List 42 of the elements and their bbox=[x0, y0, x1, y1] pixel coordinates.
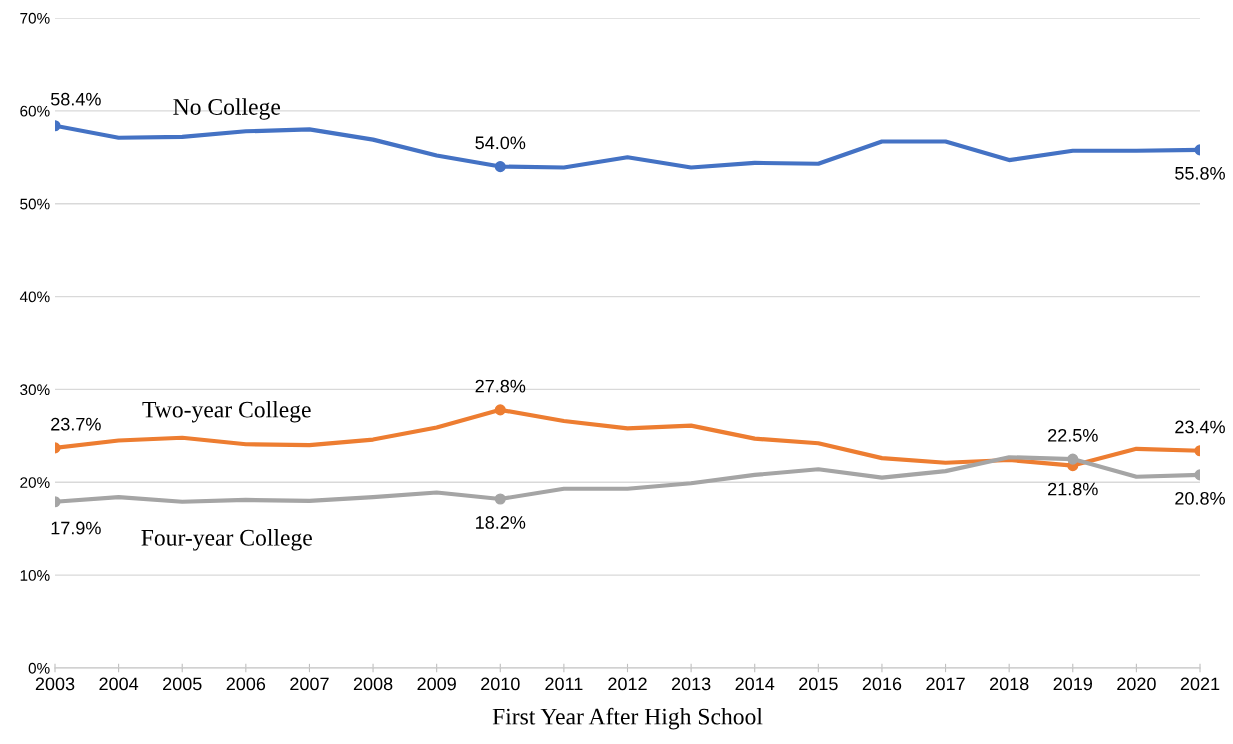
x-tick-label: 2007 bbox=[290, 677, 329, 691]
x-tick-label: 2014 bbox=[735, 677, 775, 691]
annotation: 22.5% bbox=[1048, 428, 1098, 442]
series-label: No College bbox=[173, 98, 281, 120]
series-label: Four-year College bbox=[141, 529, 312, 551]
x-tick-label: 2009 bbox=[417, 677, 456, 691]
x-tick-label: 2021 bbox=[1180, 677, 1220, 691]
annotation: 20.8% bbox=[1175, 491, 1225, 505]
x-tick-label: 2003 bbox=[35, 677, 75, 691]
x-tick-label: 2008 bbox=[353, 677, 393, 691]
annotation: 58.4% bbox=[50, 92, 101, 106]
annotation: 23.7% bbox=[51, 417, 101, 431]
x-tick-label: 2006 bbox=[226, 677, 266, 691]
x-tick-label: 2019 bbox=[1053, 677, 1093, 691]
x-tick-label: 2005 bbox=[163, 677, 202, 691]
y-tick-label: 70% bbox=[20, 12, 50, 24]
annotation: 18.2% bbox=[476, 516, 526, 529]
y-tick-label: 60% bbox=[20, 105, 50, 117]
x-tick-label: 2010 bbox=[481, 677, 520, 691]
y-tick-label: 40% bbox=[19, 291, 50, 303]
x-tick-label: 2016 bbox=[862, 677, 902, 691]
series-label: Two-year College bbox=[142, 400, 311, 423]
annotation: 17.9% bbox=[51, 521, 101, 535]
y-tick-label: 30% bbox=[20, 384, 50, 396]
y-tick-label: 20% bbox=[20, 477, 50, 488]
x-tick-label: 2012 bbox=[608, 677, 647, 691]
y-tick-label: 0% bbox=[28, 662, 50, 674]
annotation: 55.8% bbox=[1175, 166, 1225, 180]
x-tick-label: 2011 bbox=[545, 677, 583, 691]
annotation: 27.8% bbox=[475, 379, 526, 393]
x-tick-label: 2015 bbox=[799, 677, 838, 691]
annotation: 23.4% bbox=[1175, 420, 1225, 434]
x-tick-label: 2018 bbox=[989, 677, 1029, 691]
x-tick-label: 2020 bbox=[1117, 677, 1156, 691]
x-axis-title: First Year After High School bbox=[492, 707, 763, 730]
annotation: 54.0% bbox=[475, 136, 526, 150]
annotation: 21.8% bbox=[1048, 482, 1098, 496]
x-tick-label: 2017 bbox=[926, 677, 965, 691]
y-tick-label: 10% bbox=[20, 570, 50, 581]
x-tick-label: 2013 bbox=[671, 677, 711, 691]
y-tick-label: 50% bbox=[20, 198, 50, 210]
x-tick-label: 2004 bbox=[99, 677, 139, 691]
